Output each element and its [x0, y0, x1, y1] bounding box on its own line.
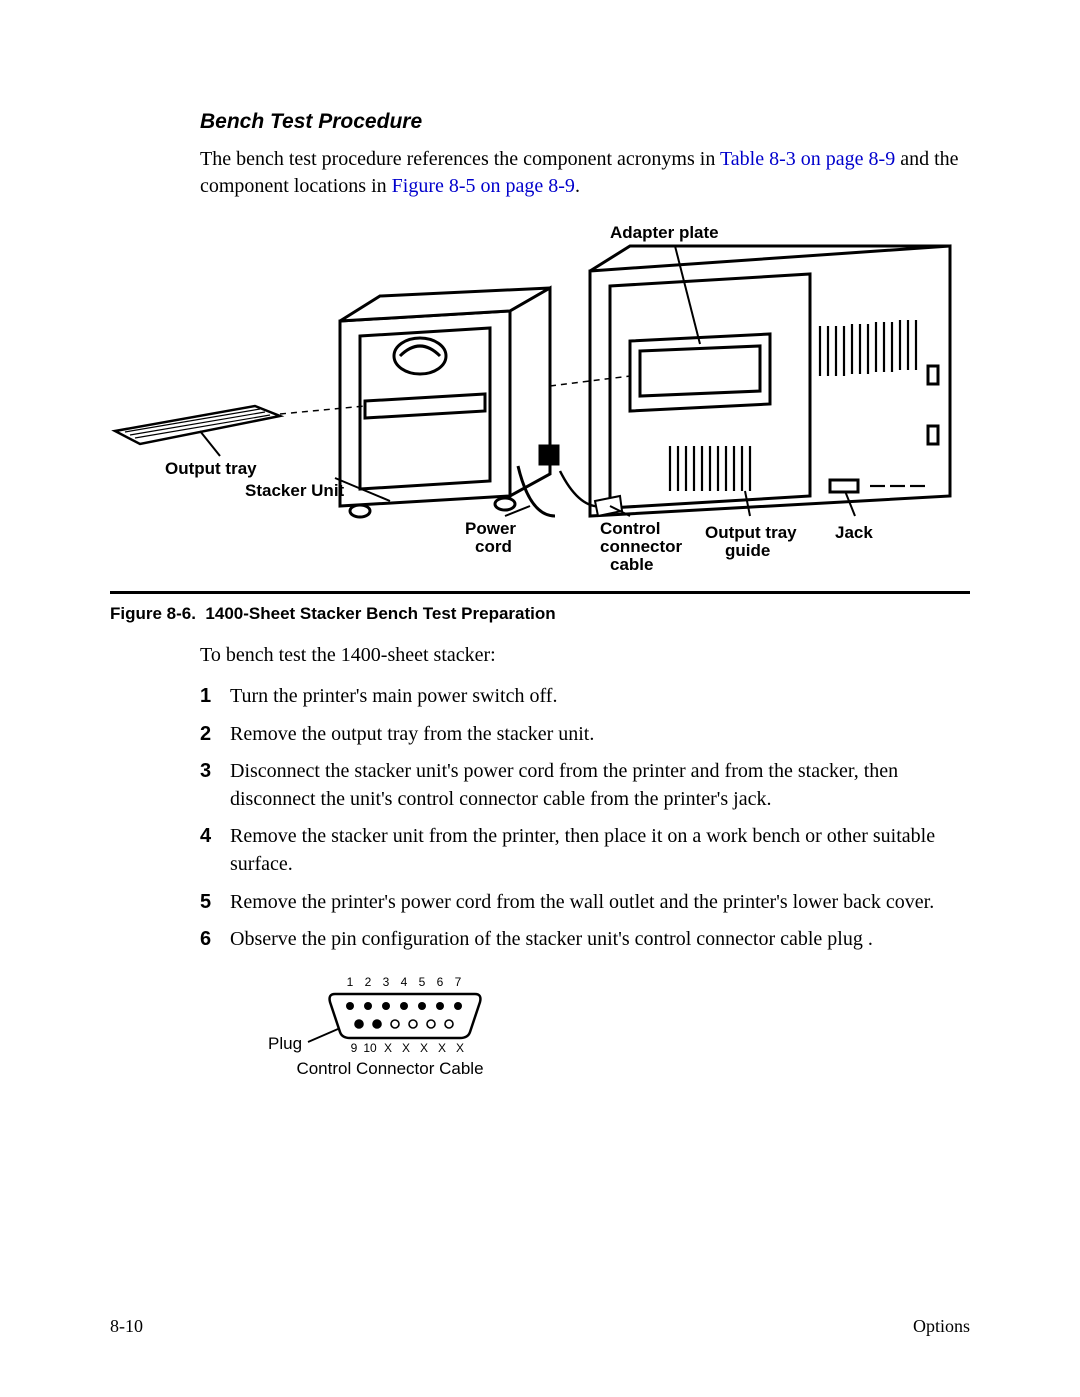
- pin-label: X: [402, 1041, 410, 1055]
- label-power-cord-l1: Power: [465, 519, 516, 538]
- label-stacker-unit: Stacker Unit: [245, 481, 345, 500]
- step-text: Remove the stacker unit from the printer…: [230, 823, 970, 878]
- pin-label: X: [420, 1041, 428, 1055]
- step-text: Observe the pin configuration of the sta…: [230, 926, 970, 954]
- figure-caption-title: 1400-Sheet Stacker Bench Test Preparatio…: [205, 604, 555, 623]
- step-text: Remove the printer's power cord from the…: [230, 889, 970, 917]
- page: Bench Test Procedure The bench test proc…: [0, 0, 1080, 1397]
- pin-label: 1: [347, 975, 354, 989]
- step-text: Turn the printer's main power switch off…: [230, 683, 970, 711]
- label-otg-l1: Output tray: [705, 523, 797, 542]
- label-jack: Jack: [835, 523, 873, 542]
- page-footer: 8-10 Options: [110, 1316, 970, 1337]
- figure-caption-label: Figure 8-6.: [110, 604, 196, 623]
- plug-svg: 1 2 3 4 5 6 7: [260, 974, 520, 1084]
- label-output-tray: Output tray: [165, 459, 257, 478]
- label-power-cord-l2: cord: [475, 537, 512, 556]
- pin-label: X: [456, 1041, 464, 1055]
- plug-figure: 1 2 3 4 5 6 7: [260, 974, 520, 1089]
- step-5: 5Remove the printer's power cord from th…: [200, 889, 970, 917]
- pin-label: 9: [351, 1041, 358, 1055]
- label-ccc-l1: Control: [600, 519, 660, 538]
- label-ccc-l2: connector: [600, 537, 683, 556]
- page-number: 8-10: [110, 1316, 143, 1337]
- label-otg-l2: guide: [725, 541, 770, 560]
- section-heading: Bench Test Procedure: [200, 110, 970, 134]
- pin-label: 7: [455, 975, 462, 989]
- plug-shell: [330, 994, 481, 1038]
- figure-rule: [110, 591, 970, 594]
- figure-8-6-caption: Figure 8-6. 1400-Sheet Stacker Bench Tes…: [110, 604, 970, 624]
- label-adapter-plate: Adapter plate: [610, 223, 719, 242]
- pin-label: 10: [363, 1041, 377, 1055]
- plug-cable-label: Control Connector Cable: [296, 1059, 483, 1078]
- step-num: 3: [200, 758, 230, 813]
- plug-label: Plug: [268, 1034, 302, 1053]
- steps-intro: To bench test the 1400-sheet stacker:: [200, 644, 970, 667]
- step-3: 3Disconnect the stacker unit's power cor…: [200, 758, 970, 813]
- chapter-name: Options: [913, 1316, 970, 1337]
- step-num: 2: [200, 721, 230, 749]
- step-1: 1Turn the printer's main power switch of…: [200, 683, 970, 711]
- pin-label: 2: [365, 975, 372, 989]
- figure-8-6-svg: Adapter plate Output tray Stacker Unit P…: [110, 216, 970, 576]
- pin-label: 4: [401, 975, 408, 989]
- step-num: 5: [200, 889, 230, 917]
- xref-figure-8-5[interactable]: Figure 8-5 on page 8-9: [392, 175, 575, 197]
- step-text: Disconnect the stacker unit's power cord…: [230, 758, 970, 813]
- intro-text-1: The bench test procedure references the …: [200, 148, 720, 170]
- pin-label: 3: [383, 975, 390, 989]
- pin-label: X: [384, 1041, 392, 1055]
- content-column: Bench Test Procedure The bench test proc…: [200, 110, 970, 1089]
- step-4: 4Remove the stacker unit from the printe…: [200, 823, 970, 878]
- label-ccc-l3: cable: [610, 555, 653, 574]
- xref-table-8-3[interactable]: Table 8-3 on page 8-9: [720, 148, 895, 170]
- steps-list: 1Turn the printer's main power switch of…: [200, 683, 970, 954]
- step-num: 4: [200, 823, 230, 878]
- step-6: 6Observe the pin configuration of the st…: [200, 926, 970, 954]
- intro-paragraph: The bench test procedure references the …: [200, 146, 970, 200]
- intro-text-3: .: [575, 175, 580, 197]
- figure-8-6: Adapter plate Output tray Stacker Unit P…: [110, 216, 970, 581]
- step-2: 2Remove the output tray from the stacker…: [200, 721, 970, 749]
- step-num: 1: [200, 683, 230, 711]
- step-num: 6: [200, 926, 230, 954]
- pin-label: X: [438, 1041, 446, 1055]
- step-text: Remove the output tray from the stacker …: [230, 721, 970, 749]
- pin-label: 5: [419, 975, 426, 989]
- pin-label: 6: [437, 975, 444, 989]
